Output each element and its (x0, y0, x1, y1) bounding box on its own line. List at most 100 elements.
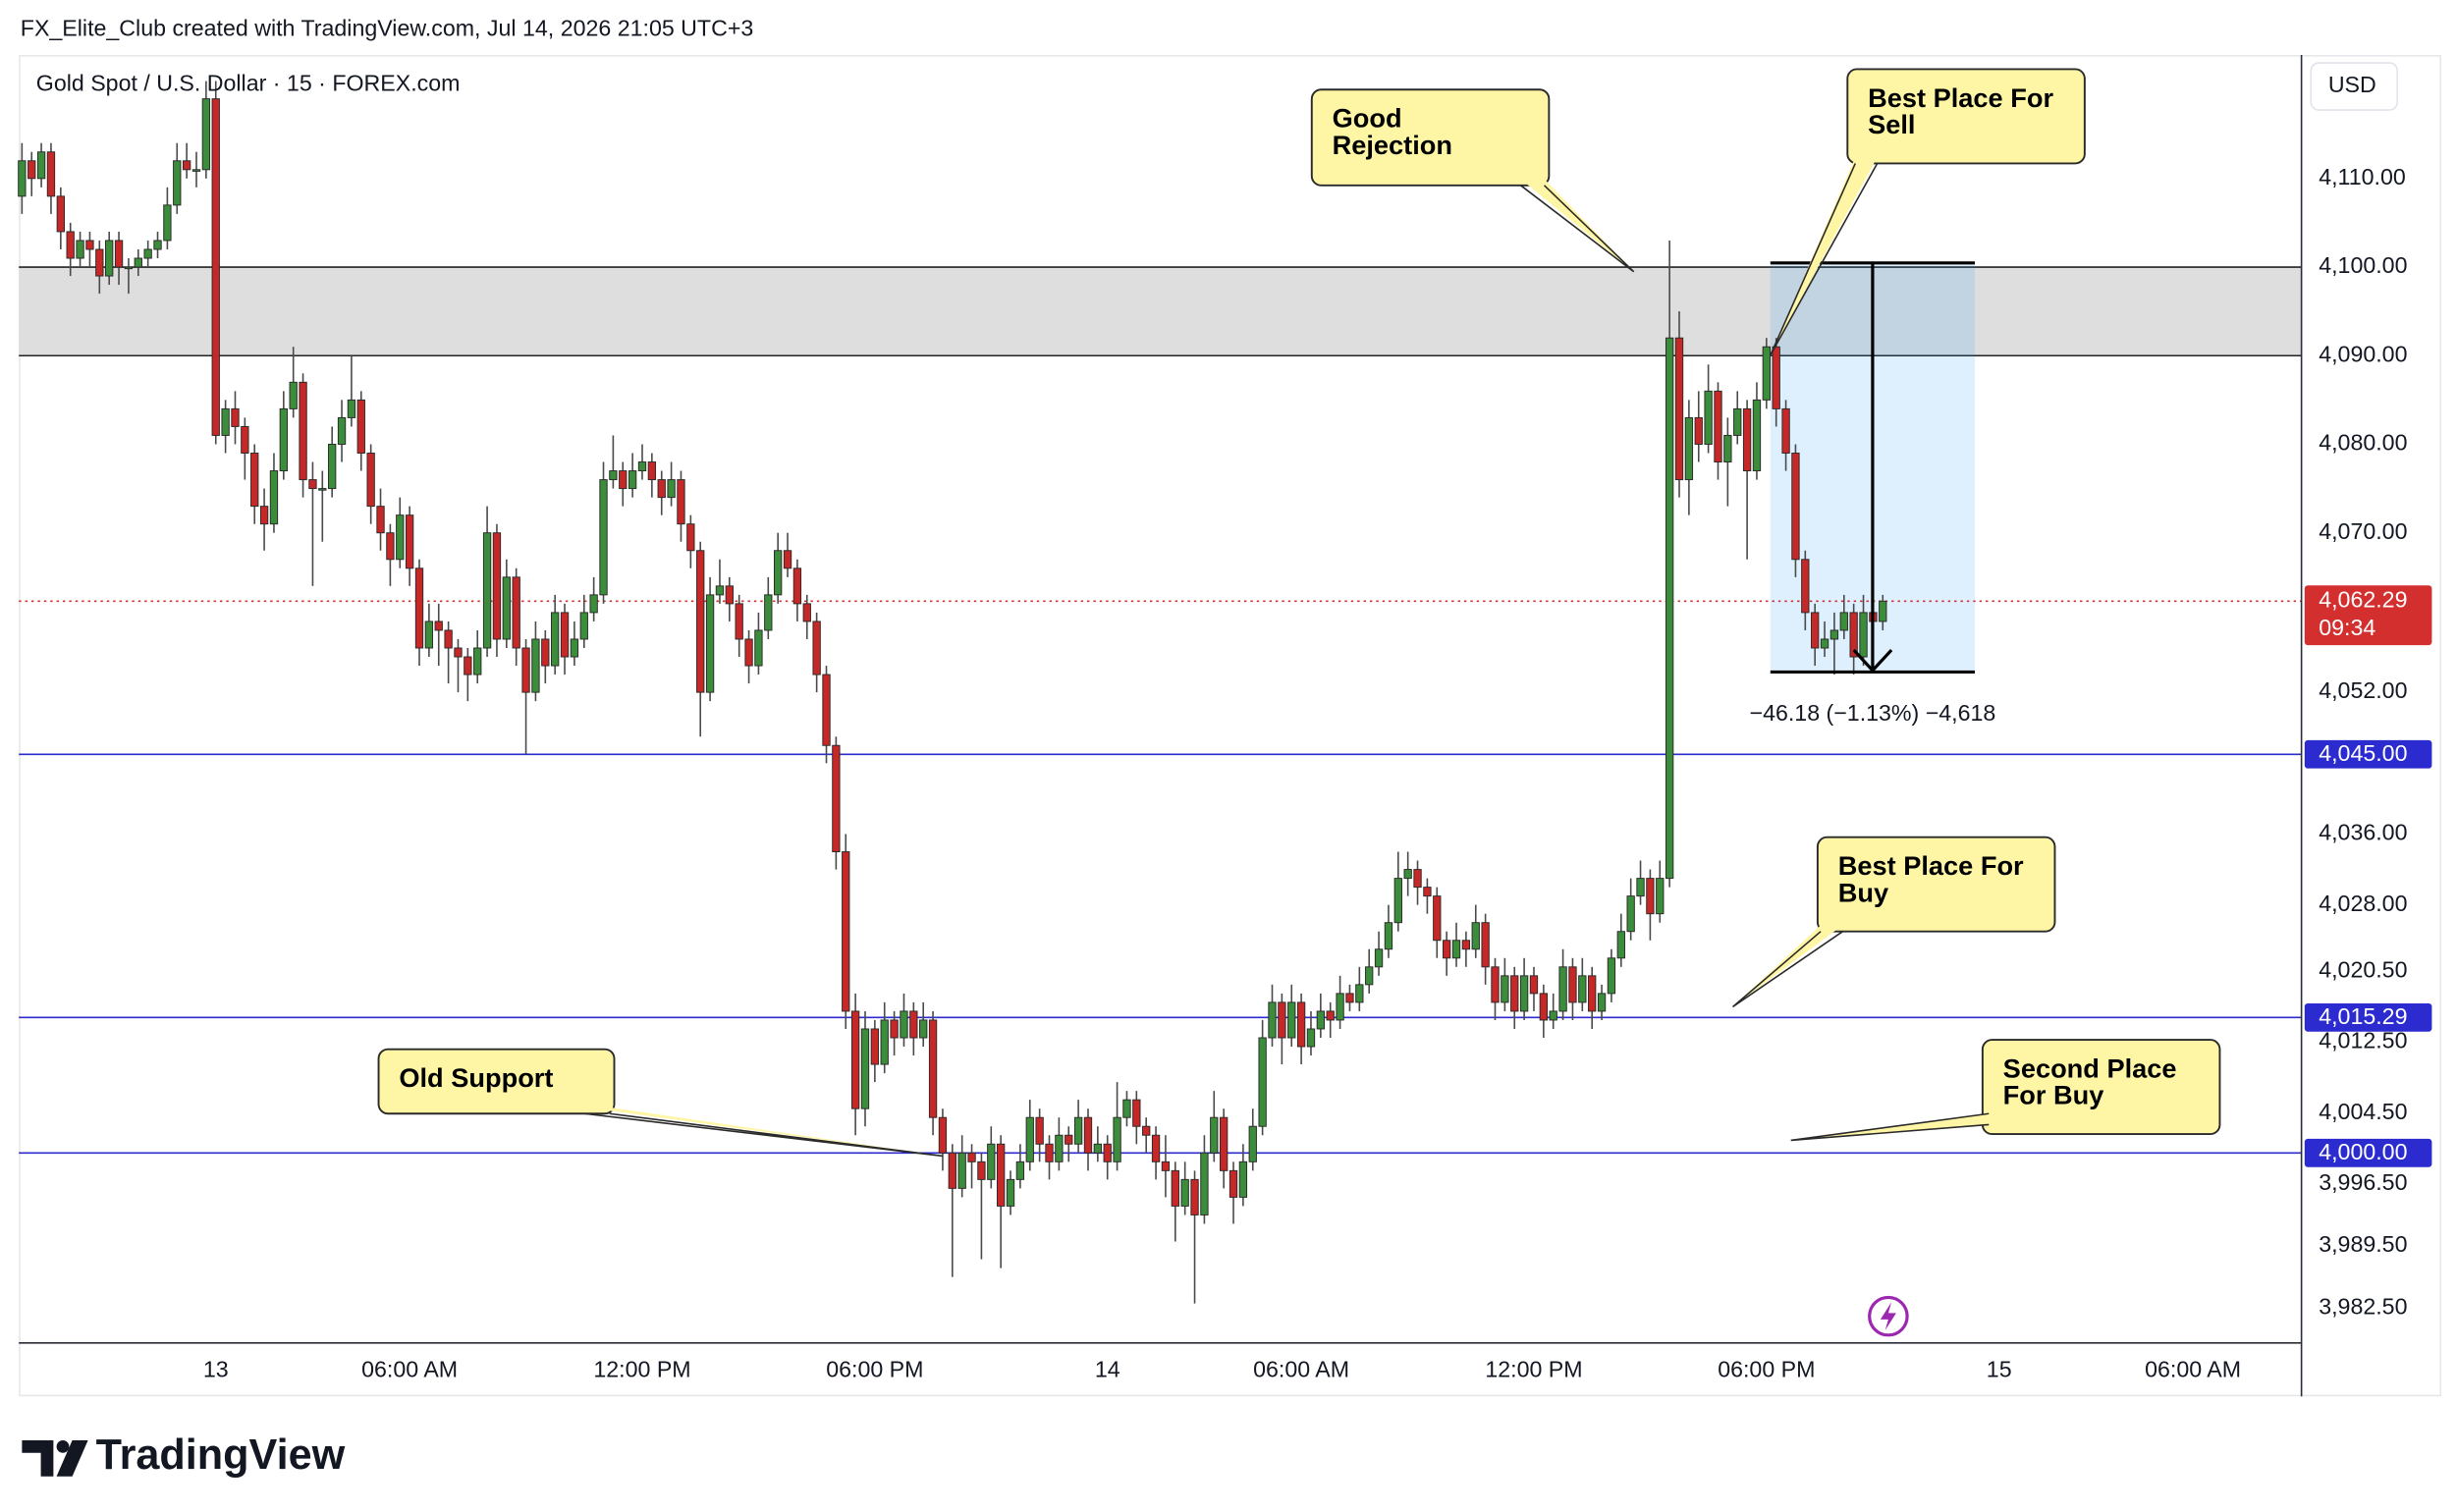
candle-body (609, 470, 618, 481)
candle-body (1161, 1161, 1171, 1171)
candle-body (153, 240, 162, 250)
candle-body (1684, 416, 1694, 481)
x-tick-label: 12:00 PM (593, 1357, 690, 1382)
candle-body (308, 479, 317, 490)
candle-body (1103, 1143, 1112, 1162)
candle-body (1704, 390, 1713, 445)
x-tick-label: 14 (1095, 1357, 1120, 1382)
candle-body (1781, 407, 1790, 454)
brand: TradingView (96, 1431, 346, 1479)
candle-body (512, 576, 520, 649)
candle-body (1481, 922, 1490, 968)
candle-body (774, 550, 783, 596)
candle-body (1859, 612, 1868, 658)
candle-body (201, 98, 211, 171)
candle-body (1451, 940, 1461, 959)
level-label-box (2304, 1002, 2432, 1032)
background-layer (19, 262, 2302, 1155)
y-tick-label: 4,090.00 (2319, 341, 2407, 366)
candle-body (957, 1152, 966, 1189)
brand-logo (22, 1440, 88, 1477)
candle-body (1636, 878, 1645, 897)
candle-body (570, 638, 579, 658)
candle-body (1501, 975, 1509, 1003)
candle-body (579, 612, 588, 640)
candle-body (1811, 612, 1820, 649)
callout-pointer-edge (1520, 185, 1635, 273)
candle-body (1296, 1001, 1306, 1048)
candle-body (231, 407, 240, 427)
candle-body (328, 444, 337, 490)
x-tick-label: 06:00 AM (361, 1357, 458, 1382)
candle-body (492, 532, 502, 640)
candle-body (1268, 1001, 1277, 1039)
x-tick-label: 06:00 AM (1253, 1357, 1349, 1382)
candle-body (628, 470, 637, 490)
y-tick-label: 4,110.00 (2319, 164, 2406, 189)
y-tick-label: 4,052.00 (2319, 677, 2407, 703)
y-tick-label: 4,004.50 (2319, 1099, 2407, 1124)
candle-body (715, 585, 725, 596)
candle-body (657, 479, 666, 499)
candle-body (1045, 1143, 1054, 1162)
callout: Best Place For Buy (1838, 853, 2024, 906)
candle-body (677, 479, 685, 525)
level-label: 4,045.00 (2319, 740, 2407, 766)
candle-body (191, 169, 201, 172)
candle-body (1142, 1125, 1151, 1136)
candle-body (182, 160, 191, 171)
candle-body (948, 1152, 956, 1189)
candle-body (1393, 878, 1402, 924)
last-price-box (2304, 585, 2432, 646)
candle-body (909, 1010, 918, 1039)
candle-body (1384, 922, 1393, 950)
callout-box (377, 1048, 616, 1115)
callout: Best Place For Sell (1868, 82, 2054, 140)
x-tick-label: 06:00 PM (826, 1357, 923, 1382)
candle-body (996, 1143, 1006, 1207)
candle-body (1616, 931, 1625, 959)
candle-body (1035, 1116, 1044, 1145)
callout-box (1816, 836, 2056, 933)
candle-body (1210, 1116, 1219, 1154)
candle-body (987, 1143, 996, 1180)
candle-body (173, 160, 182, 206)
x-tick-label: 06:00 PM (1718, 1357, 1815, 1382)
candle-body (424, 621, 434, 649)
candle-body (46, 151, 56, 197)
y-tick-label: 3,982.50 (2319, 1293, 2407, 1319)
callout-box (1981, 1039, 2221, 1136)
candle-body (1258, 1037, 1267, 1127)
y-tick-label: 4,080.00 (2319, 430, 2407, 456)
candle-body (1055, 1134, 1064, 1162)
candle-body (754, 629, 763, 667)
candle-body (744, 638, 753, 667)
currency-box (2310, 62, 2399, 111)
candle-body (289, 381, 298, 409)
candle-body (812, 621, 821, 675)
candle-body (1752, 399, 1762, 472)
candle-body (1083, 1116, 1093, 1154)
candle-body (1025, 1116, 1034, 1162)
candle-body (735, 603, 743, 640)
candle-body (1461, 940, 1471, 950)
callout-pointer (1520, 179, 1634, 272)
candle-body (1413, 869, 1422, 889)
candle-body (686, 523, 695, 552)
candle-body (1529, 975, 1539, 995)
candle-body (95, 248, 104, 277)
candle-body (66, 231, 75, 259)
candle-body (1578, 975, 1587, 1003)
candle-body (56, 195, 65, 233)
candle-body (1694, 416, 1703, 445)
candle-body (551, 612, 560, 667)
level-label-box (2304, 1138, 2432, 1167)
candle-body (1278, 1001, 1286, 1039)
candle-body (1588, 975, 1597, 1012)
candle-body (1839, 612, 1848, 631)
candle-body (725, 585, 734, 605)
callout-text: Best Place For Sell (1868, 82, 2054, 140)
candle-body (1132, 1099, 1141, 1127)
